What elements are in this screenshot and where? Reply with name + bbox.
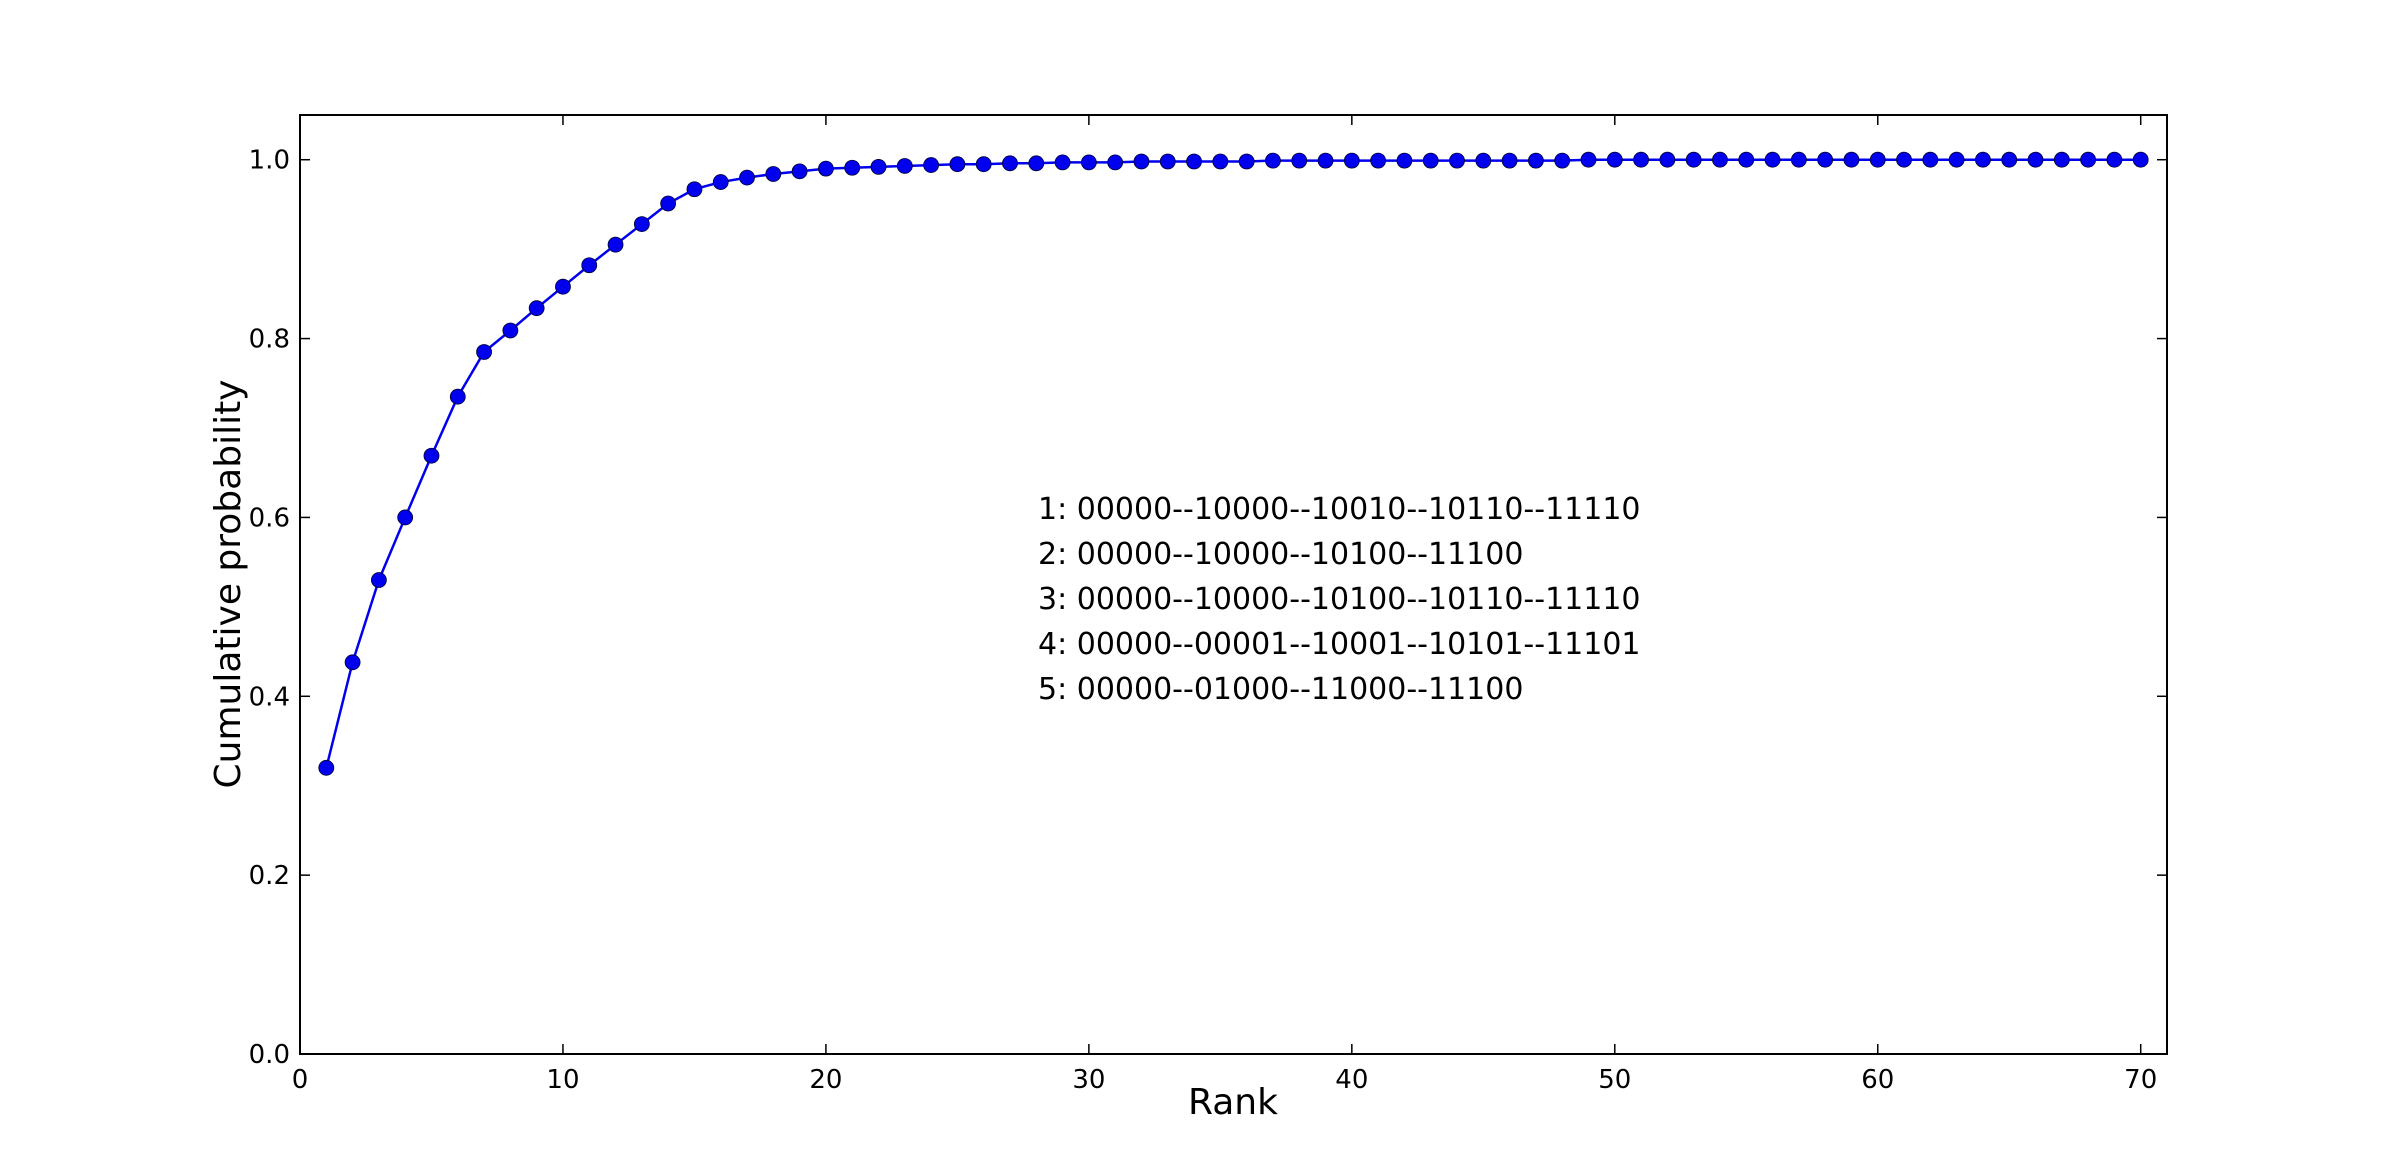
data-point	[1633, 151, 1649, 168]
data-point	[1343, 152, 1360, 169]
data-point	[1475, 152, 1492, 169]
data-point	[1291, 152, 1308, 169]
data-point	[1080, 154, 1097, 171]
x-tick-label: 10	[546, 1065, 579, 1095]
data-point	[607, 236, 624, 253]
y-tick-label: 0.4	[249, 682, 290, 712]
y-tick-label: 0.2	[249, 861, 290, 891]
data-point	[1764, 151, 1781, 168]
data-point	[1843, 151, 1860, 168]
data-point	[1712, 151, 1728, 168]
data-point	[423, 447, 440, 464]
data-point	[581, 257, 598, 274]
plot-area-frame	[299, 114, 2168, 1055]
data-point	[2001, 151, 2018, 168]
data-point	[660, 195, 677, 212]
x-tick-label: 70	[2124, 1065, 2157, 1095]
y-tick-label: 0.6	[249, 503, 290, 533]
x-tick-label: 30	[1072, 1065, 1105, 1095]
data-point	[1422, 152, 1439, 169]
data-point	[818, 160, 834, 177]
data-point	[739, 169, 755, 186]
data-point	[1869, 151, 1886, 168]
data-point	[2106, 151, 2123, 168]
data-point	[923, 157, 939, 173]
y-tick-label: 1.0	[249, 146, 290, 176]
data-point	[1606, 151, 1623, 168]
data-point	[370, 572, 387, 588]
data-point	[2080, 151, 2097, 168]
data-point	[344, 654, 361, 671]
data-point	[449, 388, 466, 405]
y-tick-label: 0.0	[249, 1040, 290, 1070]
data-point	[712, 174, 729, 190]
data-point	[949, 156, 966, 173]
data-point	[1265, 152, 1281, 169]
data-point	[1817, 151, 1834, 168]
path-annotation-line: 5: 00000--01000--11000--11100	[1038, 672, 1523, 707]
data-point	[975, 156, 992, 173]
data-point	[555, 278, 571, 295]
data-point	[1002, 155, 1018, 172]
data-point	[633, 216, 650, 233]
data-point	[1186, 153, 1202, 170]
data-point	[1159, 153, 1176, 170]
x-tick-label: 0	[292, 1065, 309, 1095]
x-tick-label: 60	[1861, 1065, 1894, 1095]
series-layer	[318, 151, 2149, 776]
data-point	[1238, 153, 1255, 170]
path-annotation-line: 4: 00000--00001--10001--10101--11101	[1038, 627, 1641, 662]
data-point	[318, 759, 335, 776]
data-point	[1028, 155, 1045, 172]
ticks-layer: 0 10 20 30 40 50 60 70 0.0 0.2 0.4 0.6 0.8 1.0	[249, 115, 2167, 1095]
data-point	[1054, 154, 1071, 171]
data-point	[2132, 151, 2149, 168]
x-tick-label: 50	[1598, 1065, 1631, 1095]
data-point	[1922, 151, 1939, 168]
path-annotation-line: 1: 00000--10000--10010--10110--11110	[1038, 492, 1641, 527]
data-point	[1133, 153, 1150, 170]
data-point	[791, 163, 808, 180]
data-point	[1501, 152, 1518, 169]
data-point	[2027, 151, 2044, 168]
data-point	[1790, 151, 1807, 168]
path-annotation-line: 2: 00000--10000--10100--11100	[1038, 537, 1523, 572]
data-point	[896, 158, 913, 174]
data-point	[1317, 152, 1334, 169]
path-annotation-line: 3: 00000--10000--10100--10110--11110	[1038, 582, 1641, 617]
data-point	[844, 159, 861, 176]
data-point	[1738, 151, 1755, 168]
data-point	[1685, 151, 1702, 168]
data-point	[1449, 152, 1465, 169]
data-point	[1370, 152, 1387, 169]
data-point	[765, 166, 782, 182]
y-axis-label: Cumulative probability	[208, 380, 249, 789]
data-point	[870, 158, 887, 175]
data-point	[1659, 151, 1676, 168]
annotation-block: 1: 00000--10000--10010--10110--11110 2: 0…	[1038, 492, 1641, 707]
x-tick-label: 40	[1335, 1065, 1368, 1095]
data-point	[1896, 151, 1912, 168]
series-line	[325, 158, 2141, 769]
data-point	[1396, 152, 1413, 169]
data-point	[1975, 151, 1991, 168]
x-tick-label: 20	[809, 1065, 842, 1095]
data-point	[1580, 151, 1597, 168]
data-point	[397, 509, 414, 526]
x-axis-label: Rank	[1188, 1082, 1278, 1123]
y-tick-label: 0.8	[249, 325, 290, 355]
data-point	[1554, 152, 1571, 169]
data-point	[1948, 151, 1965, 168]
data-point	[1212, 153, 1229, 170]
data-point	[2053, 151, 2070, 168]
data-point	[686, 181, 703, 198]
data-point	[502, 322, 519, 339]
data-point	[1107, 154, 1124, 171]
data-point	[1528, 152, 1544, 169]
data-point	[528, 300, 545, 317]
data-point	[476, 344, 492, 360]
